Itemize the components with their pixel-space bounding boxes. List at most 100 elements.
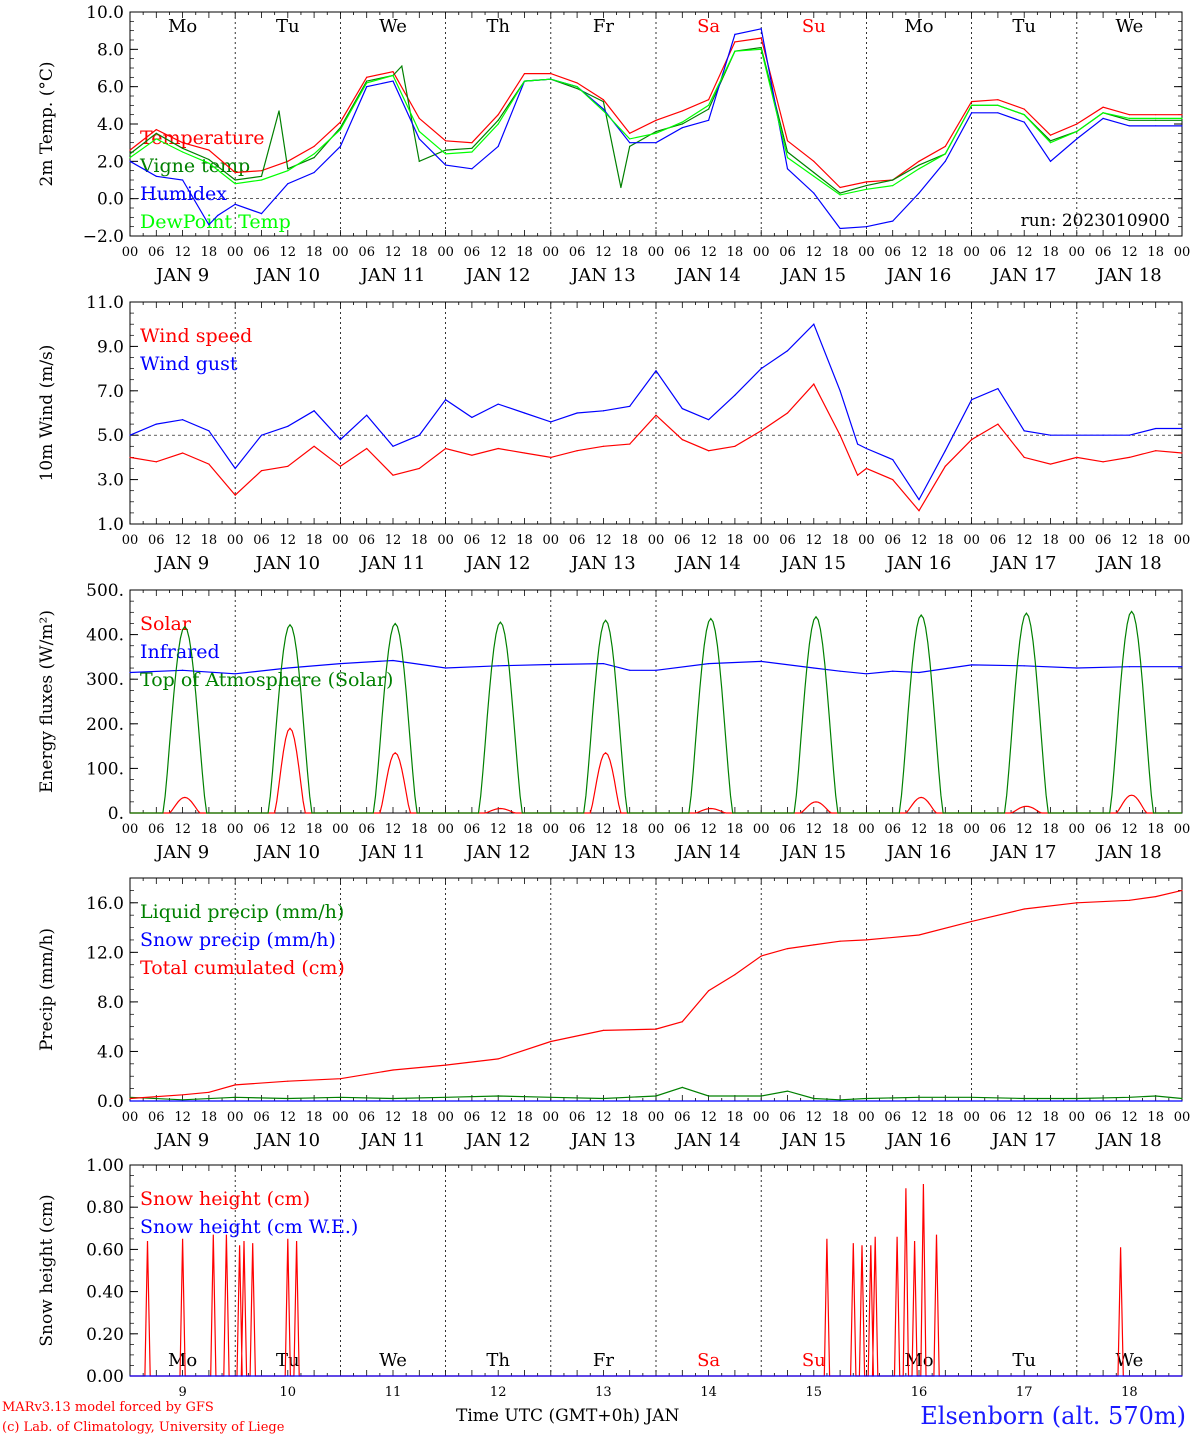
- date-label: JAN 18: [1095, 1130, 1162, 1151]
- hour-tick-label: 00: [963, 1110, 980, 1125]
- hour-tick-label: 18: [727, 245, 744, 260]
- hour-tick-label: 12: [1121, 245, 1138, 260]
- hour-tick-label: 12: [174, 245, 191, 260]
- hour-tick-label: 18: [1147, 245, 1164, 260]
- hour-tick-label: 12: [806, 245, 823, 260]
- hour-tick-label: 12: [911, 533, 928, 548]
- y-tick-label: 0.0: [97, 1092, 124, 1112]
- hour-tick-label: 12: [700, 533, 717, 548]
- weekday-label: We: [379, 16, 407, 37]
- date-label: JAN 17: [990, 553, 1057, 574]
- hour-tick-label: 06: [253, 822, 270, 837]
- hour-tick-label: 00: [963, 822, 980, 837]
- legend-snow-1: Snow height (cm W.E.): [140, 1216, 358, 1238]
- y-tick-label: 12.0: [86, 943, 124, 963]
- hour-tick-label: 06: [569, 245, 586, 260]
- y-tick-label: 6.0: [97, 78, 124, 98]
- weekday-label: Mo: [168, 16, 197, 37]
- hour-tick-label: 12: [1121, 1110, 1138, 1125]
- hour-tick-label: 00: [332, 822, 349, 837]
- hour-tick-label: 12: [1121, 822, 1138, 837]
- y-tick-label: 8.0: [97, 40, 124, 60]
- hour-tick-label: 00: [543, 1110, 560, 1125]
- y-tick-label: 2.0: [97, 152, 124, 172]
- date-label: JAN 12: [464, 1130, 531, 1151]
- date-label: JAN 10: [254, 842, 321, 863]
- hour-tick-label: 12: [385, 1110, 402, 1125]
- y-tick-label: 16.0: [86, 894, 124, 914]
- legend-energy-2: Top of Atmosphere (Solar): [140, 669, 393, 691]
- hour-tick-label: 06: [569, 533, 586, 548]
- legend-energy-1: Infrared: [140, 641, 220, 663]
- y-tick-label: 4.0: [97, 1042, 124, 1062]
- hour-tick-label: 18: [621, 822, 638, 837]
- hour-tick-label: 00: [963, 533, 980, 548]
- date-label: JAN 18: [1095, 265, 1162, 286]
- y-tick-label: 0.60: [86, 1240, 124, 1260]
- hour-tick-label: 12: [595, 533, 612, 548]
- day-number-label: 11: [385, 1385, 402, 1400]
- date-label: JAN 17: [990, 1130, 1057, 1151]
- date-label: JAN 16: [885, 553, 952, 574]
- y-tick-label: 0.0: [97, 190, 124, 210]
- hour-tick-label: 12: [385, 533, 402, 548]
- hour-tick-label: 00: [753, 1110, 770, 1125]
- y-axis-title: Precip (mm/h): [37, 928, 57, 1051]
- hour-tick-label: 06: [674, 533, 691, 548]
- date-label: JAN 10: [254, 265, 321, 286]
- hour-tick-label: 18: [1042, 1110, 1059, 1125]
- hour-tick-label: 12: [911, 245, 928, 260]
- y-tick-label: 500.: [86, 581, 124, 601]
- hour-tick-label: 00: [543, 533, 560, 548]
- hour-tick-label: 06: [674, 245, 691, 260]
- hour-tick-label: 18: [1147, 822, 1164, 837]
- date-label: JAN 10: [254, 553, 321, 574]
- y-tick-label: 100.: [86, 759, 124, 779]
- hour-tick-label: 00: [332, 245, 349, 260]
- hour-tick-label: 12: [385, 245, 402, 260]
- date-label: JAN 16: [885, 842, 952, 863]
- panel-energy: 0. 100. 200. 300. 400. 500. Energy fluxes (W/m…: [37, 581, 1190, 863]
- weekday-label: Mo: [904, 16, 933, 37]
- hour-tick-label: 00: [122, 533, 139, 548]
- weekday-label: Tu: [1012, 1350, 1036, 1371]
- y-axis-title: 2m Temp. (°C): [37, 61, 57, 186]
- hour-tick-label: 18: [411, 1110, 428, 1125]
- hour-tick-label: 18: [306, 245, 323, 260]
- date-label: JAN 15: [780, 842, 847, 863]
- date-label: JAN 11: [359, 553, 426, 574]
- y-tick-label: 400.: [86, 626, 124, 646]
- date-label: JAN 15: [780, 553, 847, 574]
- weekday-label: Th: [486, 16, 510, 37]
- date-label: JAN 14: [674, 265, 741, 286]
- day-number-label: 10: [280, 1385, 297, 1400]
- hour-tick-label: 00: [543, 245, 560, 260]
- date-label: JAN 9: [154, 1130, 209, 1151]
- hour-tick-label: 06: [884, 822, 901, 837]
- series-energy-2: [130, 610, 1182, 814]
- hour-tick-label: 00: [227, 533, 244, 548]
- y-tick-label: 3.0: [97, 471, 124, 491]
- hour-tick-label: 12: [174, 822, 191, 837]
- hour-tick-label: 06: [148, 245, 165, 260]
- hour-tick-label: 18: [306, 822, 323, 837]
- y-tick-label: 1.00: [86, 1156, 124, 1176]
- hour-tick-label: 12: [280, 245, 297, 260]
- weekday-label: We: [379, 1350, 407, 1371]
- hour-tick-label: 00: [753, 245, 770, 260]
- hour-tick-label: 00: [1069, 245, 1086, 260]
- hour-tick-label: 12: [1016, 533, 1033, 548]
- hour-tick-label: 12: [700, 1110, 717, 1125]
- day-number-label: 14: [700, 1385, 717, 1400]
- series-wind-0: [129, 383, 1183, 512]
- hour-tick-label: 12: [911, 1110, 928, 1125]
- day-number-label: 12: [490, 1385, 507, 1400]
- hour-tick-label: 00: [437, 822, 454, 837]
- hour-tick-label: 12: [174, 533, 191, 548]
- series-precip-0: [129, 1086, 1183, 1101]
- hour-tick-label: 12: [1016, 245, 1033, 260]
- legend-precip-0: Liquid precip (mm/h): [140, 901, 344, 923]
- hour-tick-label: 00: [1069, 533, 1086, 548]
- panel-wind: 1.0 3.0 5.0 7.0 9.0 11.0 10m Wind (m/s) 00 06 12 1…: [37, 293, 1190, 574]
- hour-tick-label: 00: [543, 822, 560, 837]
